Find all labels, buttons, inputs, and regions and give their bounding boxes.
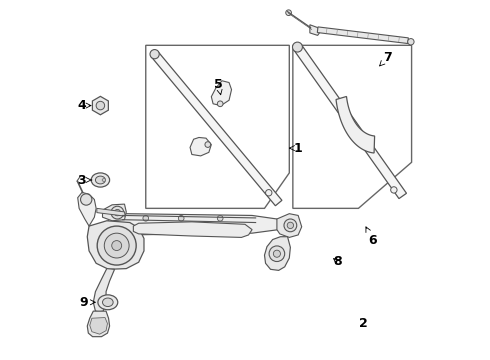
Polygon shape [310, 25, 320, 35]
Polygon shape [211, 81, 232, 105]
Polygon shape [87, 221, 144, 269]
Polygon shape [78, 192, 96, 226]
Polygon shape [133, 222, 252, 238]
Circle shape [111, 206, 124, 219]
Circle shape [114, 210, 121, 216]
Text: 3: 3 [77, 174, 92, 186]
Text: 8: 8 [333, 255, 342, 268]
Circle shape [218, 101, 223, 107]
Polygon shape [336, 96, 375, 153]
Text: 2: 2 [359, 317, 368, 330]
Circle shape [80, 194, 92, 205]
Circle shape [205, 142, 211, 147]
Circle shape [96, 101, 105, 110]
Text: 9: 9 [79, 296, 95, 309]
Polygon shape [265, 237, 291, 270]
Circle shape [97, 226, 136, 265]
Ellipse shape [91, 173, 110, 187]
Polygon shape [87, 311, 110, 337]
Polygon shape [90, 318, 107, 334]
Polygon shape [107, 214, 280, 235]
Circle shape [178, 215, 184, 221]
Circle shape [143, 215, 148, 221]
Circle shape [293, 42, 302, 52]
Circle shape [284, 219, 297, 232]
Text: 4: 4 [77, 99, 91, 112]
Polygon shape [102, 204, 126, 221]
Circle shape [218, 215, 223, 221]
Circle shape [391, 187, 397, 193]
Polygon shape [190, 138, 211, 156]
Polygon shape [277, 214, 302, 238]
Text: 1: 1 [290, 141, 302, 154]
Circle shape [150, 50, 159, 59]
Circle shape [112, 240, 122, 251]
Ellipse shape [98, 295, 118, 310]
Circle shape [266, 190, 272, 196]
Text: 5: 5 [214, 78, 223, 95]
Text: 6: 6 [366, 227, 377, 247]
Polygon shape [93, 269, 115, 312]
Ellipse shape [102, 179, 106, 181]
Circle shape [269, 246, 285, 261]
Circle shape [408, 39, 414, 45]
Polygon shape [151, 51, 282, 206]
Ellipse shape [102, 298, 113, 306]
Polygon shape [318, 27, 408, 44]
Circle shape [287, 222, 294, 229]
Polygon shape [97, 208, 125, 216]
Text: 7: 7 [380, 51, 392, 66]
Polygon shape [294, 44, 407, 199]
Circle shape [286, 10, 292, 15]
Circle shape [104, 233, 129, 258]
Ellipse shape [96, 176, 105, 184]
Circle shape [273, 250, 280, 257]
